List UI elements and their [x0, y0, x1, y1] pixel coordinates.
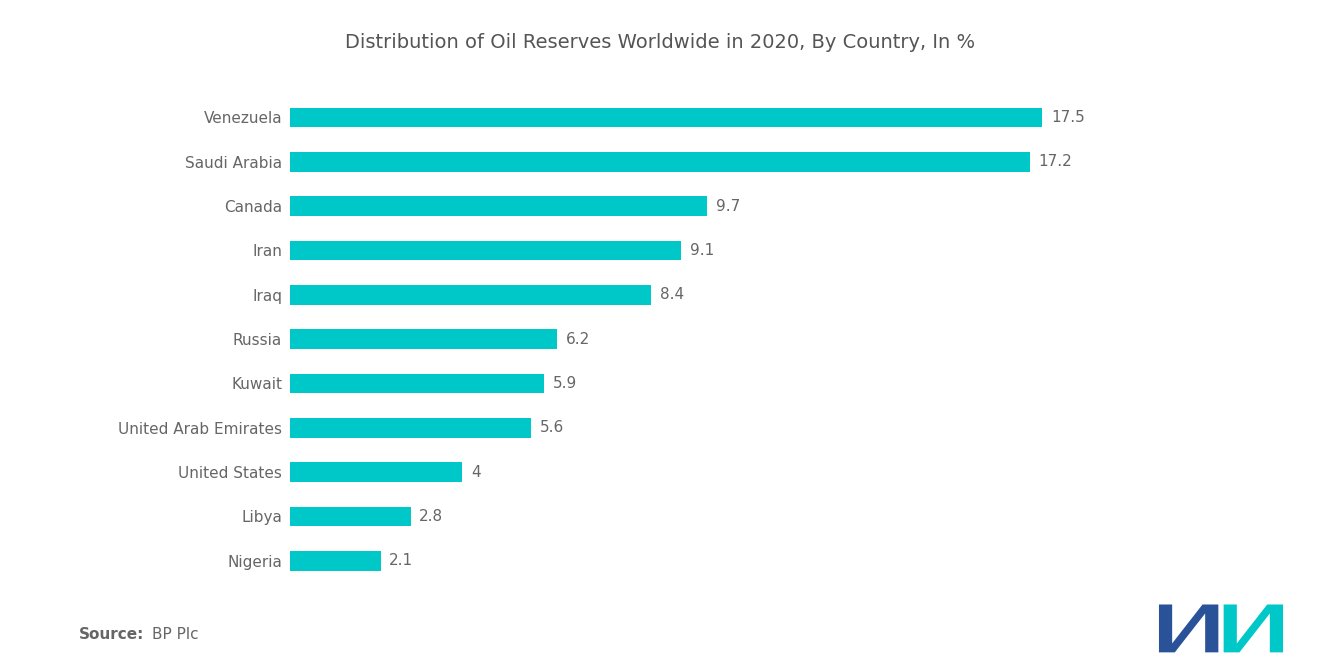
Bar	[290, 462, 462, 482]
Text: 6.2: 6.2	[565, 332, 590, 346]
Text: 5.6: 5.6	[540, 420, 564, 436]
Text: 9.7: 9.7	[715, 199, 741, 213]
Bar	[290, 551, 380, 571]
Text: Source:: Source:	[79, 626, 145, 642]
Bar	[290, 418, 531, 438]
Bar	[290, 152, 1030, 172]
Text: 2.1: 2.1	[389, 553, 413, 569]
Bar	[290, 285, 651, 305]
Polygon shape	[1224, 604, 1283, 652]
Polygon shape	[1159, 604, 1218, 652]
Text: 2.8: 2.8	[420, 509, 444, 524]
Bar	[290, 329, 557, 349]
Bar	[290, 507, 411, 527]
Text: 4: 4	[471, 465, 480, 479]
Text: 17.2: 17.2	[1039, 154, 1072, 170]
Text: 5.9: 5.9	[553, 376, 577, 391]
Text: BP Plc: BP Plc	[152, 626, 198, 642]
Text: 17.5: 17.5	[1051, 110, 1085, 125]
Text: 9.1: 9.1	[690, 243, 714, 258]
Bar	[290, 374, 544, 394]
Bar	[290, 108, 1043, 128]
Bar	[290, 241, 681, 261]
Text: Distribution of Oil Reserves Worldwide in 2020, By Country, In %: Distribution of Oil Reserves Worldwide i…	[345, 33, 975, 53]
Bar	[290, 196, 708, 216]
Text: 8.4: 8.4	[660, 287, 684, 303]
